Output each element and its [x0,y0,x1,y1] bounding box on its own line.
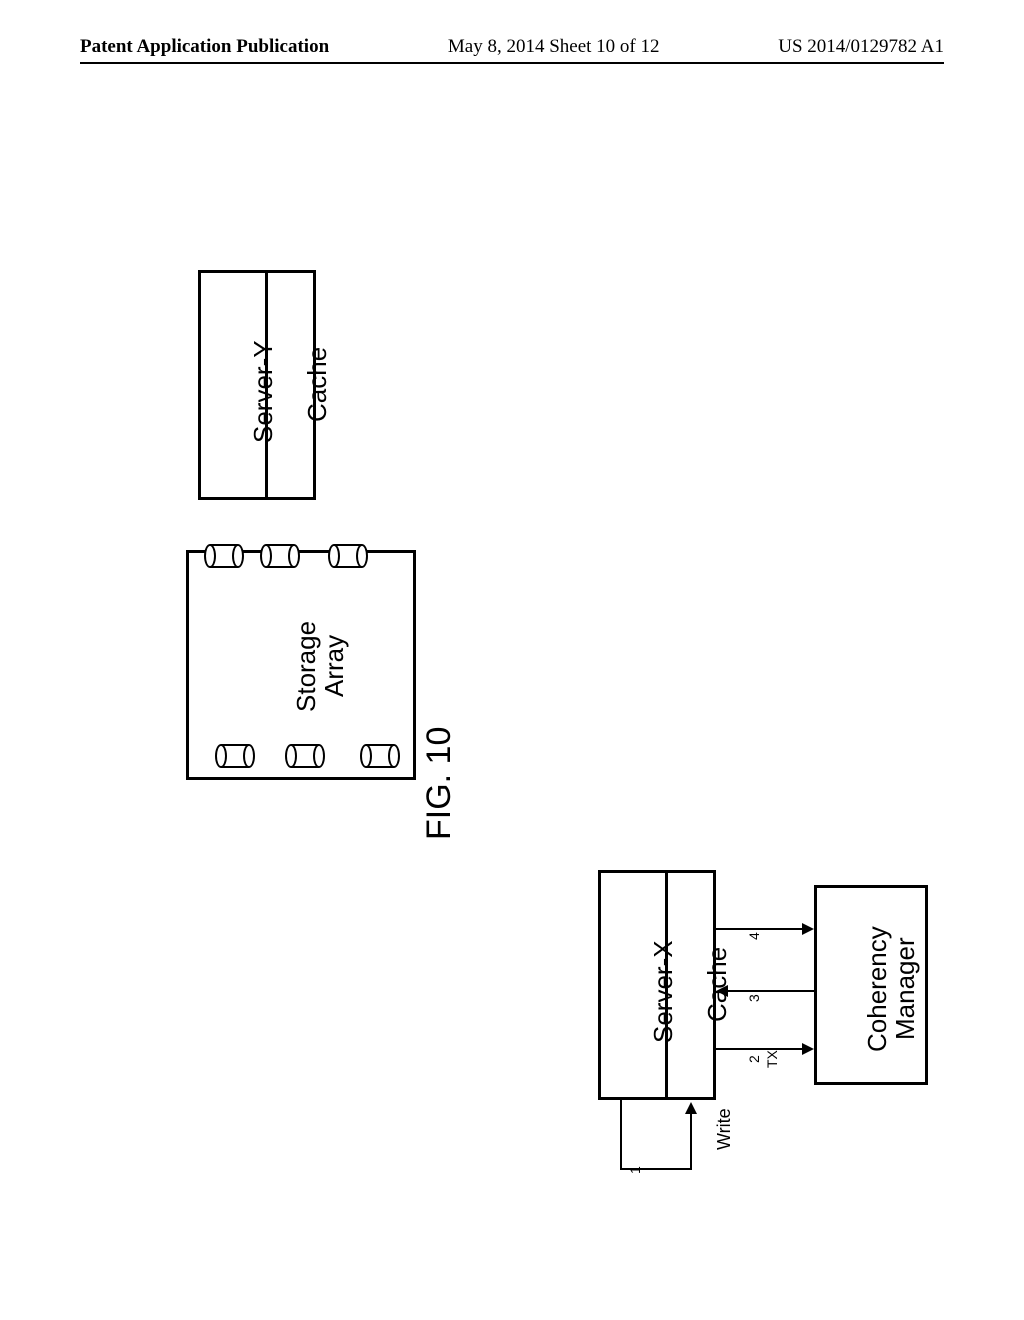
arrow-2-head-icon [802,1043,814,1055]
figure-label: FIG. 10 [420,727,459,840]
storage-title-2: Array [319,635,350,697]
label-3: 3 [746,994,762,1002]
header-rule [80,62,944,64]
server-y-title: Server-Y [248,340,279,443]
write-arrow-icon [685,1102,697,1114]
arrow-3-line [728,990,814,992]
label-2: 2 [746,1055,762,1063]
arrow-3-head-icon [716,985,728,997]
label-4: 4 [746,932,762,940]
arrow-4-head-icon [802,923,814,935]
header-left: Patent Application Publication [80,36,329,58]
coherency-title-1: Coherency [862,926,893,1052]
disk-2 [260,544,300,568]
arrow-4-line [716,928,802,930]
disk-5 [285,744,325,768]
write-loop-h [620,1168,692,1170]
server-y-cache-label: Cache [302,347,333,422]
disk-1 [204,544,244,568]
label-tx: TX [764,1050,780,1068]
page-header: Patent Application Publication May 8, 20… [80,36,944,58]
coherency-title-2: Manager [890,937,921,1040]
write-loop-v1 [620,1100,622,1168]
server-x-title: Server-X [648,940,679,1043]
label-write: Write [714,1108,735,1150]
disk-4 [215,744,255,768]
storage-title-1: Storage [291,621,322,712]
disk-6 [360,744,400,768]
header-right: US 2014/0129782 A1 [778,36,944,58]
header-mid: May 8, 2014 Sheet 10 of 12 [448,36,660,58]
page: Patent Application Publication May 8, 20… [0,0,1024,1320]
diagram-area: Server-Y Cache Storage Array FIG. 10 Se [80,140,944,1260]
arrow-2-line [716,1048,802,1050]
disk-3 [328,544,368,568]
write-loop-v2 [690,1112,692,1170]
